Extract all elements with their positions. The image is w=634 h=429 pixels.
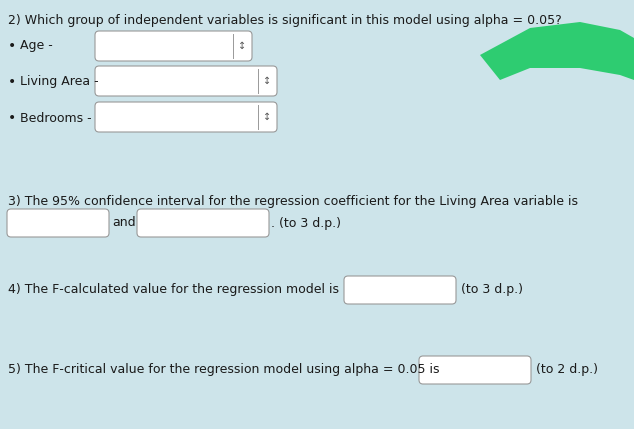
Text: ↕: ↕ <box>263 112 271 122</box>
FancyBboxPatch shape <box>95 31 252 61</box>
Text: Living Area -: Living Area - <box>20 76 99 88</box>
Text: (to 3 d.p.): (to 3 d.p.) <box>461 284 523 296</box>
Text: 5) The F-critical value for the regression model using alpha = 0.05 is: 5) The F-critical value for the regressi… <box>8 363 439 377</box>
FancyBboxPatch shape <box>344 276 456 304</box>
FancyBboxPatch shape <box>95 102 277 132</box>
Text: 3) The 95% confidence interval for the regression coefficient for the Living Are: 3) The 95% confidence interval for the r… <box>8 195 578 208</box>
Text: (to 2 d.p.): (to 2 d.p.) <box>536 363 598 377</box>
Text: Bedrooms -: Bedrooms - <box>20 112 92 124</box>
Text: ↕: ↕ <box>238 41 246 51</box>
Text: and: and <box>112 217 136 230</box>
Text: •: • <box>8 111 16 125</box>
Text: •: • <box>8 75 16 89</box>
Text: 2) Which group of independent variables is significant in this model using alpha: 2) Which group of independent variables … <box>8 14 562 27</box>
FancyBboxPatch shape <box>95 66 277 96</box>
FancyBboxPatch shape <box>7 209 109 237</box>
Text: ↕: ↕ <box>263 76 271 86</box>
FancyBboxPatch shape <box>419 356 531 384</box>
Text: . (to 3 d.p.): . (to 3 d.p.) <box>271 217 341 230</box>
FancyBboxPatch shape <box>137 209 269 237</box>
Text: Age -: Age - <box>20 39 53 52</box>
Polygon shape <box>480 22 634 80</box>
Text: •: • <box>8 39 16 53</box>
Text: 4) The F-calculated value for the regression model is: 4) The F-calculated value for the regres… <box>8 284 339 296</box>
